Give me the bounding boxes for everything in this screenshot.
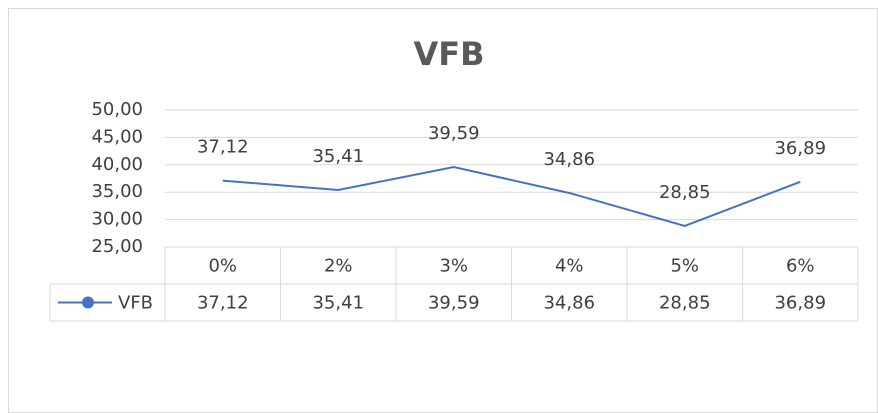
y-tick-label: 35,00 <box>91 181 143 202</box>
data-label: 37,12 <box>197 137 249 158</box>
line <box>222 166 801 227</box>
table-value: 35,41 <box>312 293 364 314</box>
y-tick-label: 30,00 <box>91 209 143 230</box>
x-tick-label: 4% <box>555 256 584 277</box>
y-tick-label: 25,00 <box>91 236 143 257</box>
y-tick-label: 50,00 <box>91 99 143 120</box>
data-label: 34,86 <box>543 149 595 170</box>
data-label: 36,89 <box>774 138 826 159</box>
data-label: 28,85 <box>659 182 711 203</box>
table-value: 37,12 <box>197 293 249 314</box>
table-value: 34,86 <box>543 293 595 314</box>
x-tick-label: 2% <box>324 256 353 277</box>
chart-title: VFB <box>413 35 484 73</box>
legend-marker <box>82 296 94 309</box>
table-value: 36,89 <box>774 293 826 314</box>
x-tick-label: 5% <box>670 256 699 277</box>
y-tick-label: 45,00 <box>91 126 143 147</box>
chart-area <box>8 8 878 413</box>
table-value: 28,85 <box>659 293 711 314</box>
y-tick-label: 40,00 <box>91 154 143 175</box>
table-value: 39,59 <box>428 293 480 314</box>
data-label: 35,41 <box>312 146 364 167</box>
x-tick-label: 3% <box>439 256 468 277</box>
data-label: 39,59 <box>428 123 480 144</box>
x-tick-label: 0% <box>208 256 237 277</box>
x-tick-label: 6% <box>786 256 815 277</box>
legend-label: VFB <box>118 293 153 314</box>
